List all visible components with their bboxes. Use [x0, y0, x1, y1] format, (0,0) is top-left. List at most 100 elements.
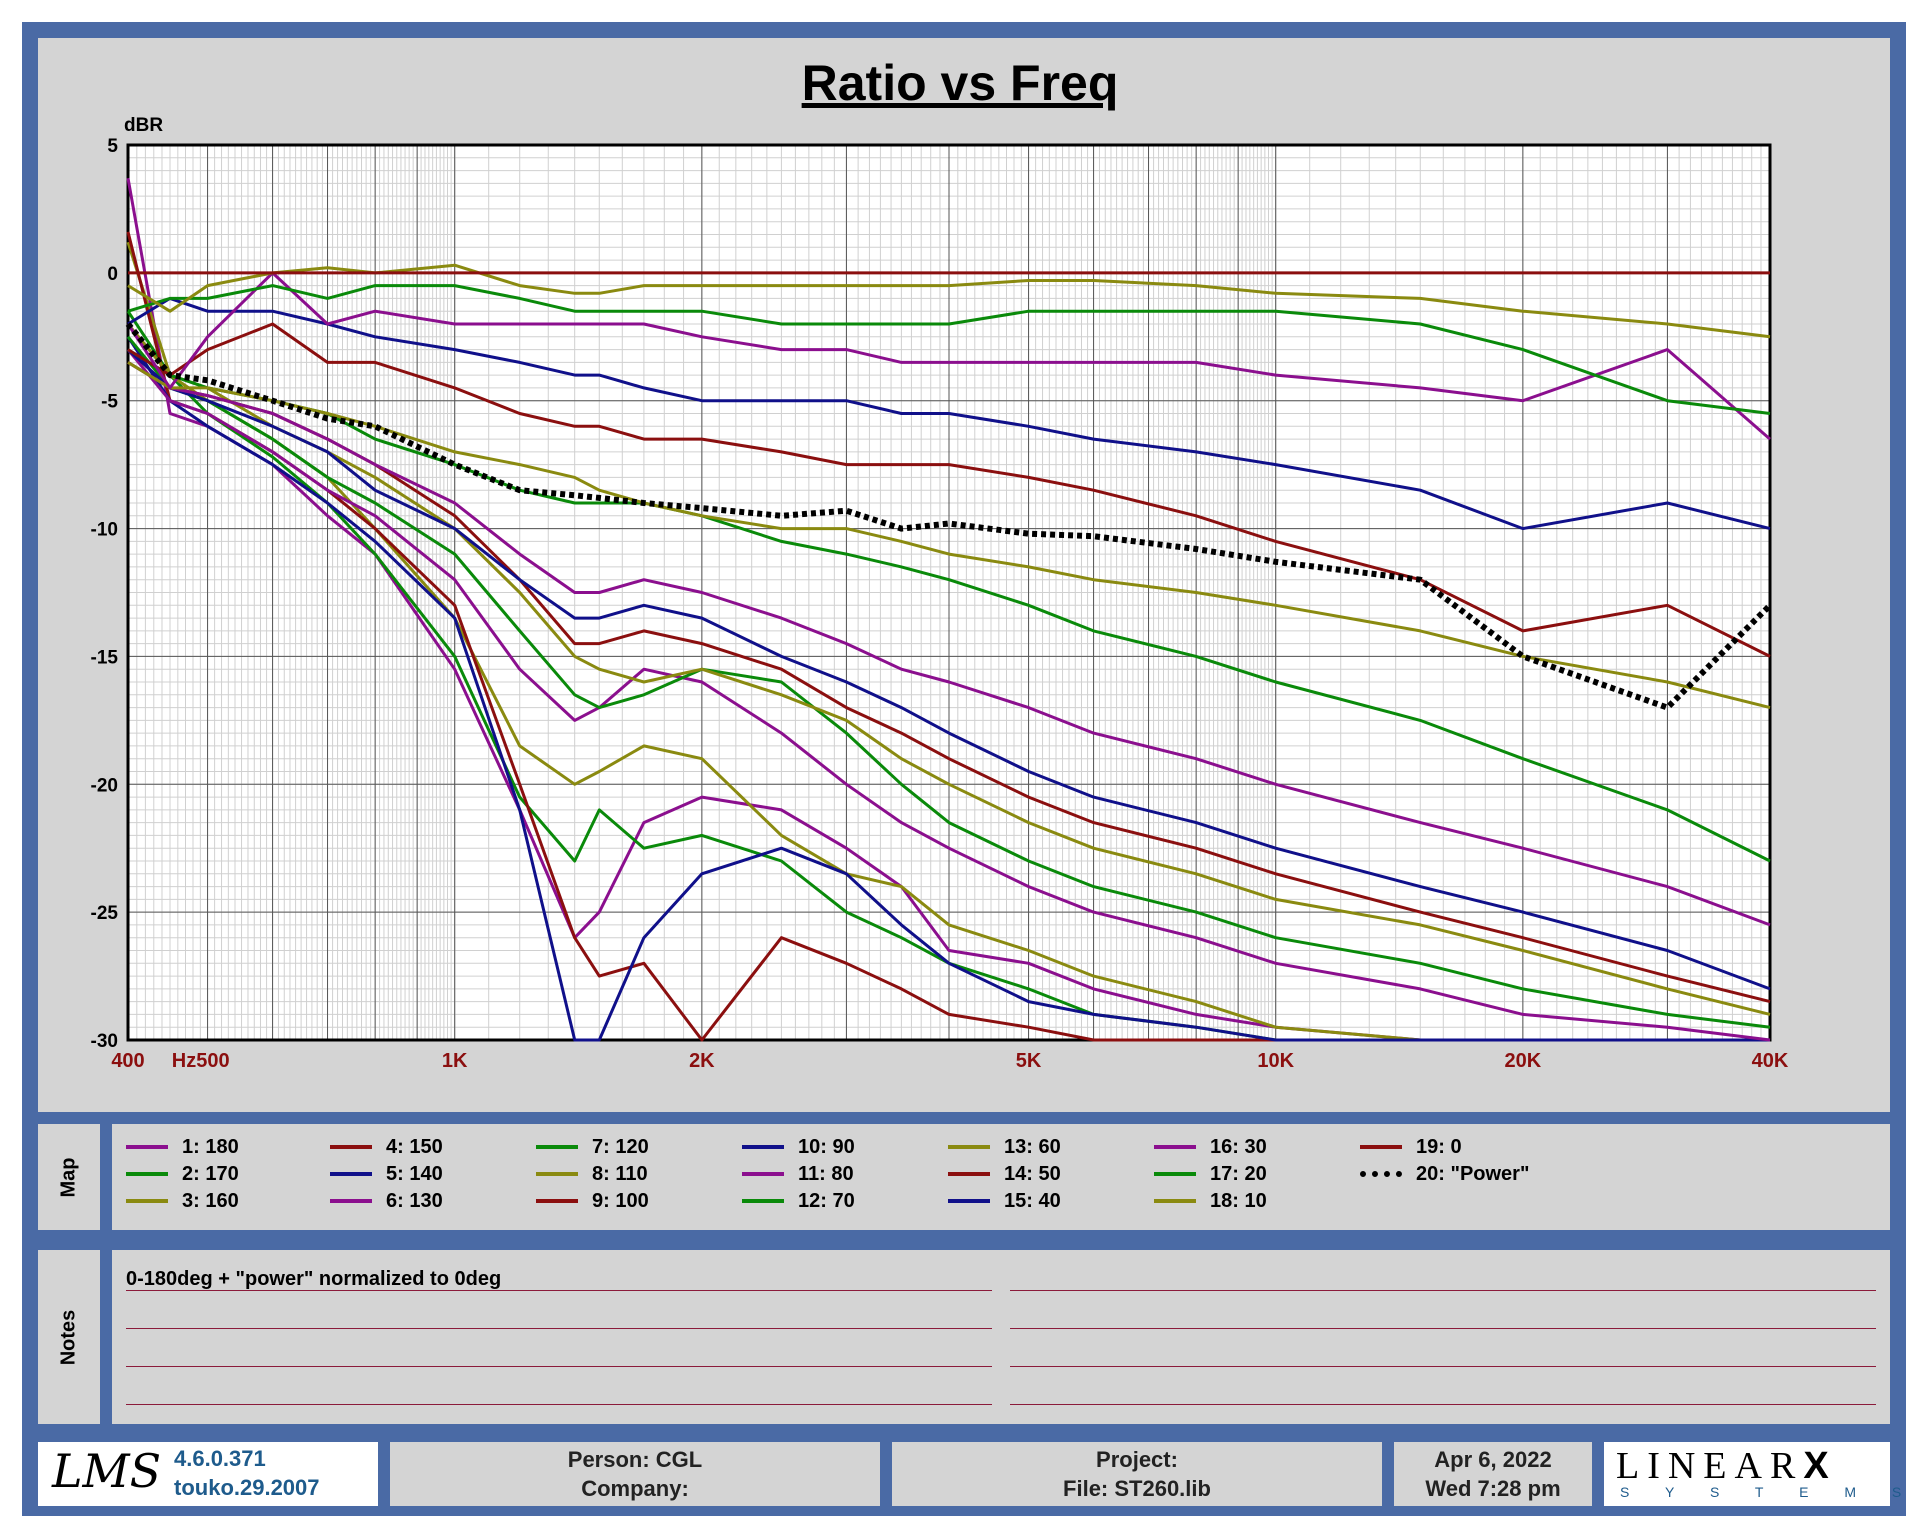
- legend-label: 1: 180: [182, 1135, 239, 1158]
- legend-label: 4: 150: [386, 1135, 443, 1158]
- legend-item: 7: 120: [536, 1134, 649, 1160]
- legend-item: 19: 0: [1360, 1134, 1462, 1160]
- lms-logo: LMS: [52, 1444, 162, 1498]
- legend-label: 16: 30: [1210, 1135, 1267, 1158]
- legend-swatch: [126, 1199, 168, 1203]
- legend-swatch: [948, 1199, 990, 1203]
- legend-item: 10: 90: [742, 1134, 855, 1160]
- legend-item: 20: "Power": [1360, 1161, 1529, 1187]
- x-tick-label: 1K: [442, 1050, 468, 1072]
- notes-text: 0-180deg + "power" normalized to 0deg: [126, 1268, 502, 1290]
- note-line: [1010, 1404, 1876, 1405]
- legend-panel: [112, 1124, 1890, 1230]
- legend-label: 8: 110: [592, 1162, 648, 1185]
- legend-swatch: [1154, 1199, 1196, 1203]
- legend-label: 15: 40: [1004, 1189, 1061, 1212]
- build-date: touko.29.2007: [174, 1475, 320, 1500]
- series-line-13: [127, 361, 1771, 710]
- version-text: 4.6.0.371 touko.29.2007: [174, 1444, 320, 1502]
- notes-side-label: Notes: [29, 1250, 109, 1424]
- note-line: [126, 1328, 992, 1329]
- brand-box: [1604, 1442, 1890, 1506]
- date-box: Apr 6, 2022 Wed 7:28 pm: [1394, 1442, 1592, 1506]
- map-label: Map: [57, 1157, 80, 1197]
- legend-label: 6: 130: [386, 1189, 443, 1212]
- legend-label: 20: "Power": [1416, 1162, 1530, 1185]
- notes-label: Notes: [57, 1309, 80, 1365]
- legend-item: 16: 30: [1154, 1134, 1267, 1160]
- y-tick-label: 5: [107, 136, 118, 157]
- chart-axes: [126, 143, 1772, 1042]
- y-axis-label: dBR: [124, 115, 163, 136]
- note-line: [126, 1366, 992, 1367]
- note-line: [1010, 1328, 1876, 1329]
- legend-swatch: [742, 1172, 784, 1176]
- series-line-16: [126, 271, 1771, 441]
- series-line-10: [126, 348, 1771, 991]
- legend-item: 1: 180: [126, 1134, 239, 1160]
- legend-swatch: [948, 1145, 990, 1149]
- legend-side-panel: [38, 1124, 100, 1230]
- chart-title: Ratio vs Freq: [801, 55, 1119, 111]
- time-text: Wed 7:28 pm: [1425, 1476, 1561, 1501]
- legend-swatch: [536, 1145, 578, 1149]
- y-tick-label: -20: [91, 775, 118, 796]
- series-line-14: [127, 322, 1771, 658]
- footer-logo-box: [38, 1442, 378, 1506]
- legend-swatch: [742, 1199, 784, 1203]
- legend-swatch: [1360, 1171, 1402, 1177]
- legend-label: 7: 120: [592, 1135, 649, 1158]
- x-tick-label: 5K: [1016, 1050, 1042, 1072]
- brand-x: X: [1803, 1445, 1829, 1487]
- chart-grid: [127, 144, 1770, 1041]
- x-tick-label: 2K: [689, 1050, 715, 1072]
- legend-label: 5: 140: [386, 1162, 443, 1185]
- legend-item: 14: 50: [948, 1161, 1061, 1187]
- legend-item: 2: 170: [126, 1161, 239, 1187]
- note-line: [126, 1290, 992, 1291]
- legend-swatch: [126, 1145, 168, 1149]
- legend-label: 19: 0: [1416, 1135, 1462, 1158]
- notes-side-panel: [38, 1250, 100, 1424]
- legend-swatch: [1154, 1172, 1196, 1176]
- date-text: Apr 6, 2022: [1434, 1447, 1552, 1472]
- x-tick-label: 40K: [1752, 1050, 1789, 1072]
- legend-swatch: [126, 1172, 168, 1176]
- y-tick-label: -15: [91, 647, 119, 668]
- series-line-18: [127, 263, 1771, 339]
- x-tick-label: 20K: [1505, 1050, 1542, 1072]
- legend-label: 10: 90: [798, 1135, 855, 1158]
- legend-label: 17: 20: [1210, 1162, 1267, 1185]
- plot-border: [126, 143, 1772, 1042]
- legend-swatch: [330, 1172, 372, 1176]
- notes-panel: [112, 1250, 1890, 1424]
- legend-swatch: [536, 1199, 578, 1203]
- y-tick-label: 0: [107, 264, 118, 285]
- legend-label: 3: 160: [182, 1189, 239, 1212]
- series-line-7: [126, 335, 1771, 1029]
- person-box: Person: CGL Company:: [390, 1442, 880, 1506]
- legend-item: 5: 140: [330, 1161, 443, 1187]
- series-line-11: [127, 361, 1771, 927]
- brand-subtitle: S Y S T E M S: [1620, 1484, 1918, 1500]
- project-box: Project: File: ST260.lib: [892, 1442, 1382, 1506]
- legend-item: 8: 110: [536, 1161, 648, 1187]
- legend-label: 9: 100: [592, 1189, 649, 1212]
- legend-label: 13: 60: [1004, 1135, 1061, 1158]
- legend-swatch: [330, 1145, 372, 1149]
- note-line: [1010, 1366, 1876, 1367]
- legend-item: 6: 130: [330, 1188, 443, 1214]
- x-tick-label: 10K: [1257, 1050, 1294, 1072]
- legend-swatch: [330, 1199, 372, 1203]
- y-tick-label: -10: [91, 520, 118, 541]
- file-text: File: ST260.lib: [1063, 1476, 1211, 1501]
- legend-item: 15: 40: [948, 1188, 1061, 1214]
- legend-swatch: [948, 1172, 990, 1176]
- series-line-5: [126, 335, 1770, 1042]
- x-tick-label: 400: [111, 1050, 144, 1072]
- brand-logo: LINEARX: [1616, 1444, 1829, 1488]
- legend-label: 18: 10: [1210, 1189, 1267, 1212]
- chart-series: [125, 177, 1773, 1042]
- legend-swatch: [1154, 1145, 1196, 1149]
